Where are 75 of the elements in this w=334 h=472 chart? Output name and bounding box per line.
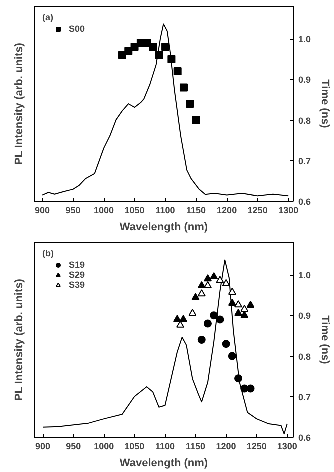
point <box>192 116 200 124</box>
x-tick-label: 900 <box>36 442 51 452</box>
text: (a) <box>42 12 54 22</box>
point <box>228 352 236 360</box>
point <box>222 340 230 348</box>
point <box>246 384 255 393</box>
point <box>180 315 188 322</box>
point <box>240 311 249 318</box>
x-tick-label: 1250 <box>248 206 268 216</box>
y2-tick-label: 0.6 <box>298 433 312 443</box>
point <box>188 309 197 316</box>
point <box>198 336 206 344</box>
x-tick-label: 1000 <box>94 442 114 452</box>
x-tick-label: 1050 <box>124 442 145 452</box>
point <box>210 272 218 280</box>
point <box>149 43 158 52</box>
point <box>234 300 243 308</box>
x-tick-label: 1150 <box>186 206 206 216</box>
x-tick-label: 1300 <box>277 442 298 452</box>
y2-tick-label: 0.6 <box>298 197 312 207</box>
x-tick-label: 1200 <box>217 206 238 216</box>
y2-tick-label: 1.0 <box>298 270 312 280</box>
y2-tick-label: 0.8 <box>298 116 312 126</box>
y2-tick-label: 0.9 <box>298 75 312 86</box>
point <box>168 55 176 64</box>
x-axis-title: Wavelength (nm) <box>120 458 208 470</box>
x-tick-label: 1100 <box>155 442 175 452</box>
x-tick-label: 1250 <box>246 442 267 452</box>
x-tick-label: 1000 <box>94 206 114 216</box>
point <box>234 309 243 316</box>
x-tick-label: 950 <box>66 442 82 452</box>
point <box>192 293 200 300</box>
point <box>216 316 224 324</box>
x-tick-label: 900 <box>34 206 50 216</box>
y2-tick-label: 0.8 <box>298 352 312 362</box>
point <box>162 43 170 52</box>
y2-axis-title: Time (ns) <box>319 80 332 129</box>
y-axis-title: PL Intensity (arb. units) <box>14 278 26 402</box>
y-axis-title: PL Intensity (arb. units) <box>14 42 26 166</box>
point <box>198 281 206 288</box>
point <box>222 279 230 286</box>
point <box>155 51 164 60</box>
point <box>124 47 133 56</box>
y2-tick-label: 0.7 <box>298 392 312 402</box>
x-tick-label: 1100 <box>156 206 176 216</box>
legend-label: S19 <box>69 260 86 270</box>
x-axis-title: Wavelength (nm) <box>120 222 208 234</box>
point <box>228 298 236 306</box>
y2-tick-label: 1.0 <box>298 34 312 44</box>
point <box>240 304 249 312</box>
point <box>228 288 236 295</box>
point <box>174 68 182 76</box>
x-tick-label: 1050 <box>124 206 145 216</box>
point <box>210 312 218 320</box>
y2-axis-title: Time (ns) <box>319 316 332 365</box>
legend-label: S00 <box>69 24 86 34</box>
point <box>234 374 243 383</box>
point <box>180 84 188 92</box>
point <box>204 274 212 282</box>
x-tick-label: 1200 <box>216 442 236 452</box>
point <box>198 290 206 297</box>
point <box>118 51 126 60</box>
y2-tick-label: 0.7 <box>298 156 312 166</box>
point <box>204 320 212 328</box>
point <box>186 100 194 108</box>
y2-tick-label: 0.9 <box>298 311 312 322</box>
point <box>204 281 212 288</box>
x-tick-label: 1150 <box>186 442 206 452</box>
x-tick-label: 950 <box>66 206 81 216</box>
point <box>216 276 224 284</box>
text: (b) <box>42 248 54 258</box>
legend-label: S29 <box>69 270 86 280</box>
point <box>246 300 255 308</box>
legend-label: S39 <box>69 280 86 290</box>
x-tick-label: 1300 <box>278 206 299 216</box>
